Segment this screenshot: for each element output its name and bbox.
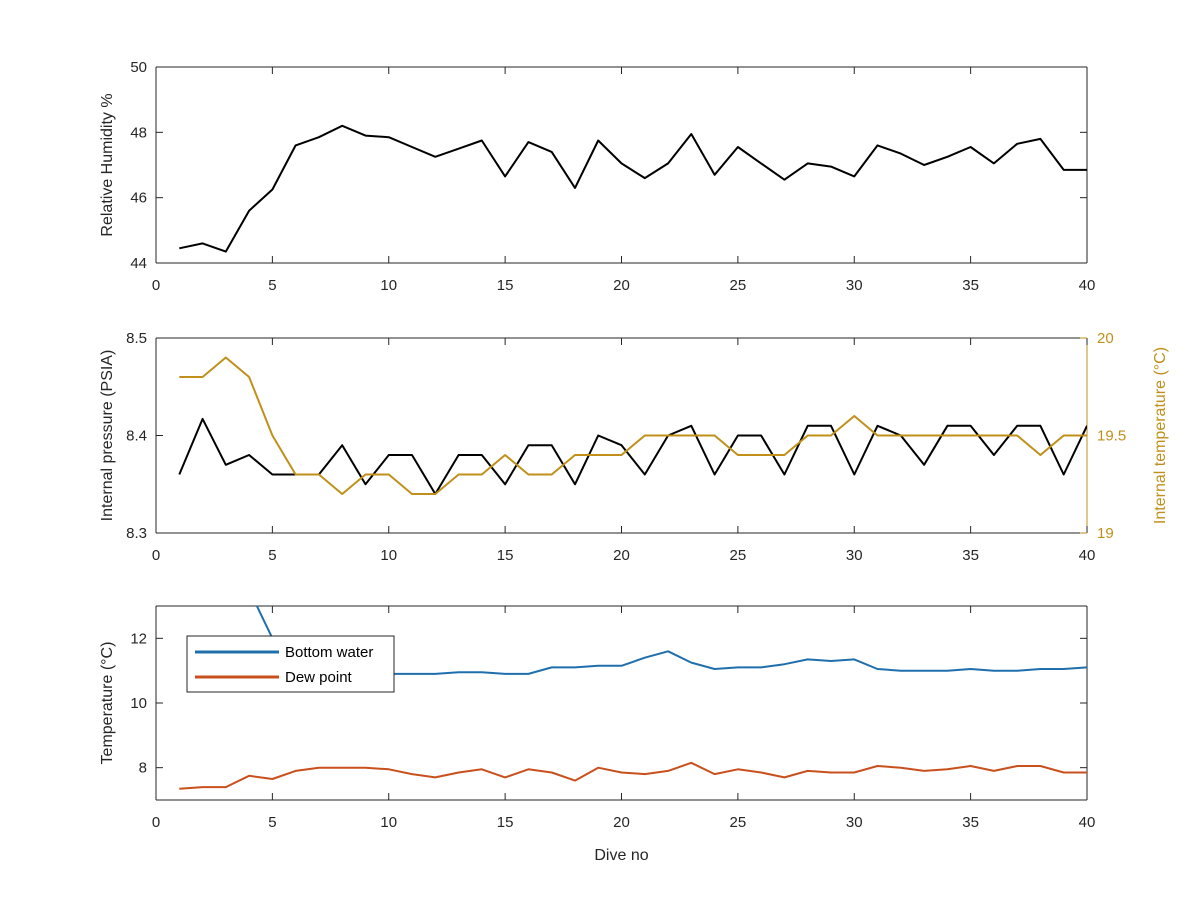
x-tick-label: 0 (152, 547, 160, 564)
x-tick-label: 15 (497, 547, 514, 564)
y2-tick-label: 19.5 (1097, 428, 1126, 445)
series-line-1 (178, 417, 1087, 495)
plot-area (179, 606, 1087, 790)
series-line-2 (179, 356, 1087, 495)
series-line-1 (179, 124, 1087, 253)
x-tick-label: 5 (268, 814, 276, 831)
x-tick-label: 25 (730, 277, 747, 294)
y-tick-label: 10 (130, 695, 147, 712)
y2-tick-label: 19 (1097, 525, 1114, 542)
legend-label: Bottom water (285, 644, 373, 661)
x-tick-label: 10 (380, 814, 397, 831)
y-axis-label: Temperature (°C) (99, 642, 116, 765)
subplot-3: 0 5 10 15 20 25 30 35 40 8 10 12 Temperature (°C) Div… (99, 605, 1096, 864)
x-tick-label: 25 (730, 814, 747, 831)
x-tick-label: 40 (1079, 547, 1096, 564)
x-tick-label: 20 (613, 547, 630, 564)
x-tick-label: 30 (846, 277, 863, 294)
y-tick-label: 12 (130, 630, 147, 647)
x-axis-label: Dive no (594, 847, 648, 864)
y-tick-label: 8.3 (126, 525, 147, 542)
x-tick-label: 25 (730, 547, 747, 564)
y-tick-label: 44 (130, 255, 147, 272)
x-tick-label: 15 (497, 814, 514, 831)
x-tick-label: 40 (1079, 814, 1096, 831)
y-tick-label: 50 (130, 59, 147, 76)
x-tick-label: 35 (962, 814, 979, 831)
y2-axis-label: Internal temperature (°C) (1152, 347, 1169, 524)
x-tick-label: 30 (846, 547, 863, 564)
x-tick-label: 10 (380, 277, 397, 294)
x-tick-label: 35 (962, 277, 979, 294)
legend-label: Dew point (285, 669, 353, 686)
x-tick-label: 0 (152, 277, 160, 294)
subplot-1: 0 5 10 15 20 25 30 35 40 44 46 48 50 Relative Humidit… (99, 59, 1095, 294)
x-tick-label: 5 (268, 547, 276, 564)
subplot-2: 0 5 10 15 20 25 30 35 40 8.3 8.4 8.5 19 19.5 20 Interna… (99, 330, 1169, 564)
y-tick-label: 8.5 (126, 330, 147, 347)
y-tick-label: 8.4 (126, 428, 147, 445)
x-tick-label: 15 (497, 277, 514, 294)
x-tick-label: 30 (846, 814, 863, 831)
plot-area (178, 356, 1087, 495)
x-tick-label: 35 (962, 547, 979, 564)
x-tick-label: 20 (613, 277, 630, 294)
y-axis-label: Internal pressure (PSIA) (99, 350, 116, 522)
legend-box (186, 635, 395, 693)
legend: Bottom water Dew point (186, 635, 395, 693)
x-tick-label: 0 (152, 814, 160, 831)
y-tick-label: 46 (130, 190, 147, 207)
x-tick-label: 10 (380, 547, 397, 564)
x-tick-label: 40 (1079, 277, 1096, 294)
x-tick-label: 20 (613, 814, 630, 831)
y-axis-label: Relative Humidity % (99, 93, 116, 236)
y-tick-label: 48 (130, 124, 147, 141)
series-dew-point (179, 761, 1087, 790)
x-tick-label: 5 (268, 277, 276, 294)
plot-area (179, 124, 1087, 253)
y2-tick-label: 20 (1097, 330, 1114, 347)
y-tick-label: 8 (139, 760, 147, 777)
series-bottom-water (255, 606, 1087, 675)
